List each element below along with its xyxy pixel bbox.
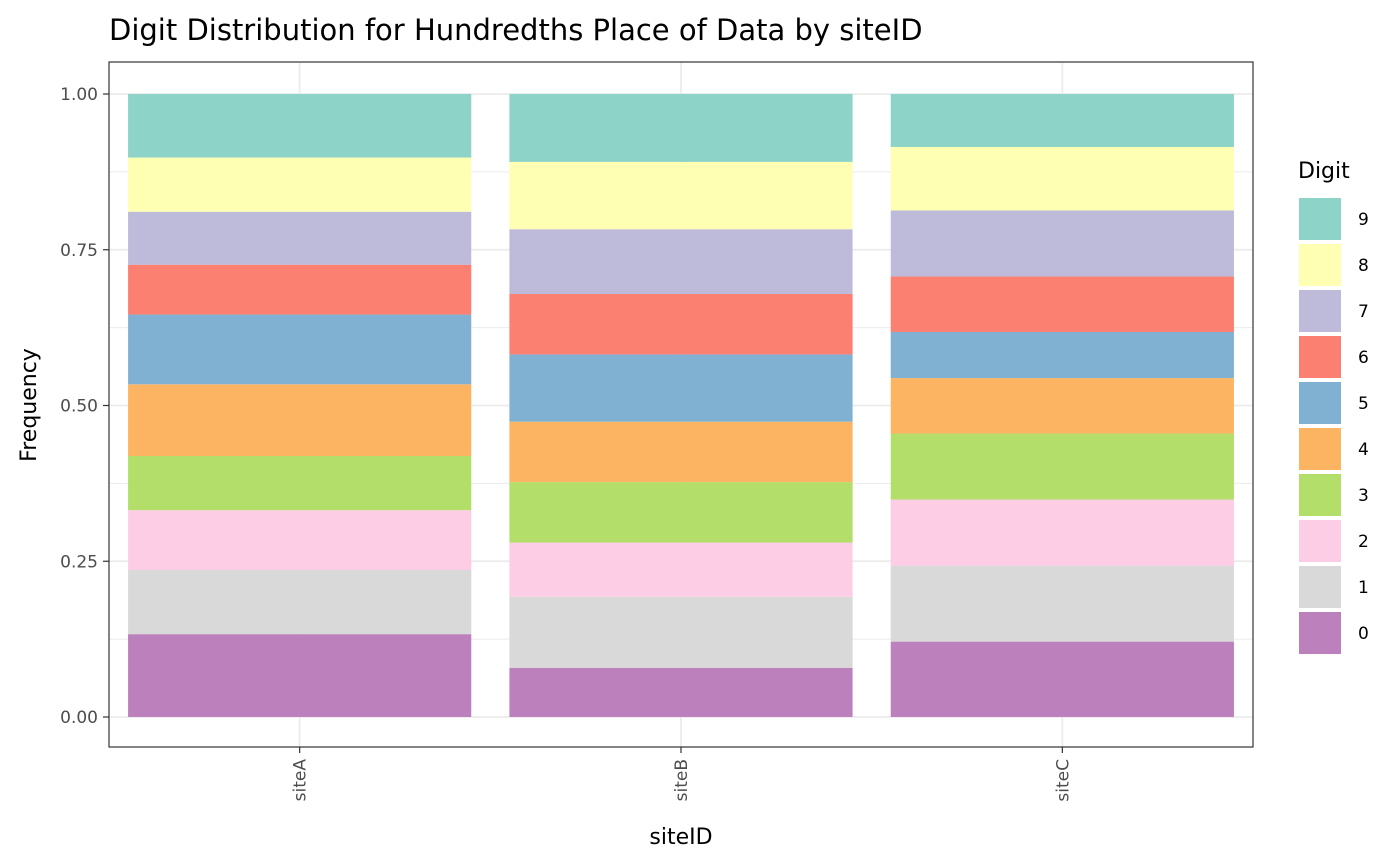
bar-segment-siteC-digit-0 (890, 641, 1234, 717)
legend-label: 6 (1358, 348, 1369, 368)
bar-segment-siteB-digit-6 (509, 293, 853, 355)
bar-segment-siteB-digit-0 (509, 667, 853, 717)
legend-key-7 (1299, 290, 1341, 332)
legend-key-4 (1299, 428, 1341, 470)
y-tick-label: 0.25 (60, 552, 98, 572)
bar-segment-siteA-digit-4 (128, 384, 472, 456)
x-tick-label: siteC (1053, 759, 1073, 802)
legend-label: 5 (1358, 394, 1369, 414)
y-axis-title: Frequency (17, 348, 42, 462)
bar-segment-siteB-digit-5 (509, 354, 853, 422)
legend-label: 3 (1358, 486, 1369, 506)
bar-segment-siteA-digit-9 (128, 94, 472, 158)
legend-title: Digit (1298, 159, 1350, 184)
legend-label: 9 (1358, 210, 1369, 230)
bar-segment-siteB-digit-8 (509, 161, 853, 230)
y-tick-label: 0.75 (60, 241, 98, 261)
legend-label: 8 (1358, 256, 1369, 276)
bar-segment-siteB-digit-9 (509, 94, 853, 162)
bar-segment-siteC-digit-6 (890, 276, 1234, 332)
y-tick-label: 1.00 (60, 85, 98, 105)
bar-segment-siteB-digit-2 (509, 542, 853, 597)
legend-label: 2 (1358, 532, 1369, 552)
chart-title: Digit Distribution for Hundredths Place … (109, 13, 923, 47)
y-axis: 0.00 0.25 0.50 0.75 1.00 (60, 85, 109, 728)
bar-segment-siteC-digit-1 (890, 565, 1234, 642)
bar-segment-siteA-digit-1 (128, 569, 472, 635)
bar-segment-siteC-digit-3 (890, 433, 1234, 500)
bar-segment-siteB-digit-1 (509, 596, 853, 668)
bar-segment-siteC-digit-5 (890, 331, 1234, 379)
bar-segment-siteC-digit-4 (890, 378, 1234, 434)
bar-segment-siteA-digit-7 (128, 211, 472, 265)
bar-segment-siteB-digit-7 (509, 229, 853, 294)
legend-key-3 (1299, 474, 1341, 516)
bar-segment-siteC-digit-9 (890, 94, 1234, 147)
bar-segment-siteA-digit-8 (128, 157, 472, 212)
bar-segment-siteC-digit-8 (890, 146, 1234, 211)
x-tick-label: siteB (672, 759, 692, 801)
bar-segment-siteA-digit-6 (128, 264, 472, 315)
bar-segment-siteA-digit-0 (128, 634, 472, 717)
y-tick-label: 0.00 (60, 708, 98, 728)
legend: Digit 9 8 7 6 5 4 3 2 1 0 (1298, 159, 1369, 654)
legend-label: 1 (1358, 578, 1369, 598)
bar-segment-siteC-digit-2 (890, 499, 1234, 566)
x-axis-title: siteID (649, 825, 712, 850)
bars (128, 94, 1234, 717)
legend-key-6 (1299, 336, 1341, 378)
bar-segment-siteB-digit-4 (509, 421, 853, 483)
bar-segment-siteA-digit-5 (128, 314, 472, 385)
legend-key-9 (1299, 198, 1341, 240)
bar-segment-siteB-digit-3 (509, 482, 853, 543)
y-tick-label: 0.50 (60, 397, 98, 417)
bar-segment-siteA-digit-2 (128, 510, 472, 570)
legend-key-0 (1299, 612, 1341, 654)
legend-label: 4 (1358, 440, 1369, 460)
legend-key-1 (1299, 566, 1341, 608)
bar-segment-siteC-digit-7 (890, 210, 1234, 277)
bar-segment-siteA-digit-3 (128, 455, 472, 511)
legend-label: 7 (1358, 302, 1369, 322)
legend-key-8 (1299, 244, 1341, 286)
legend-key-2 (1299, 520, 1341, 562)
x-axis: siteA siteB siteC (291, 747, 1073, 802)
x-tick-label: siteA (291, 759, 311, 802)
legend-key-5 (1299, 382, 1341, 424)
legend-label: 0 (1358, 624, 1369, 644)
